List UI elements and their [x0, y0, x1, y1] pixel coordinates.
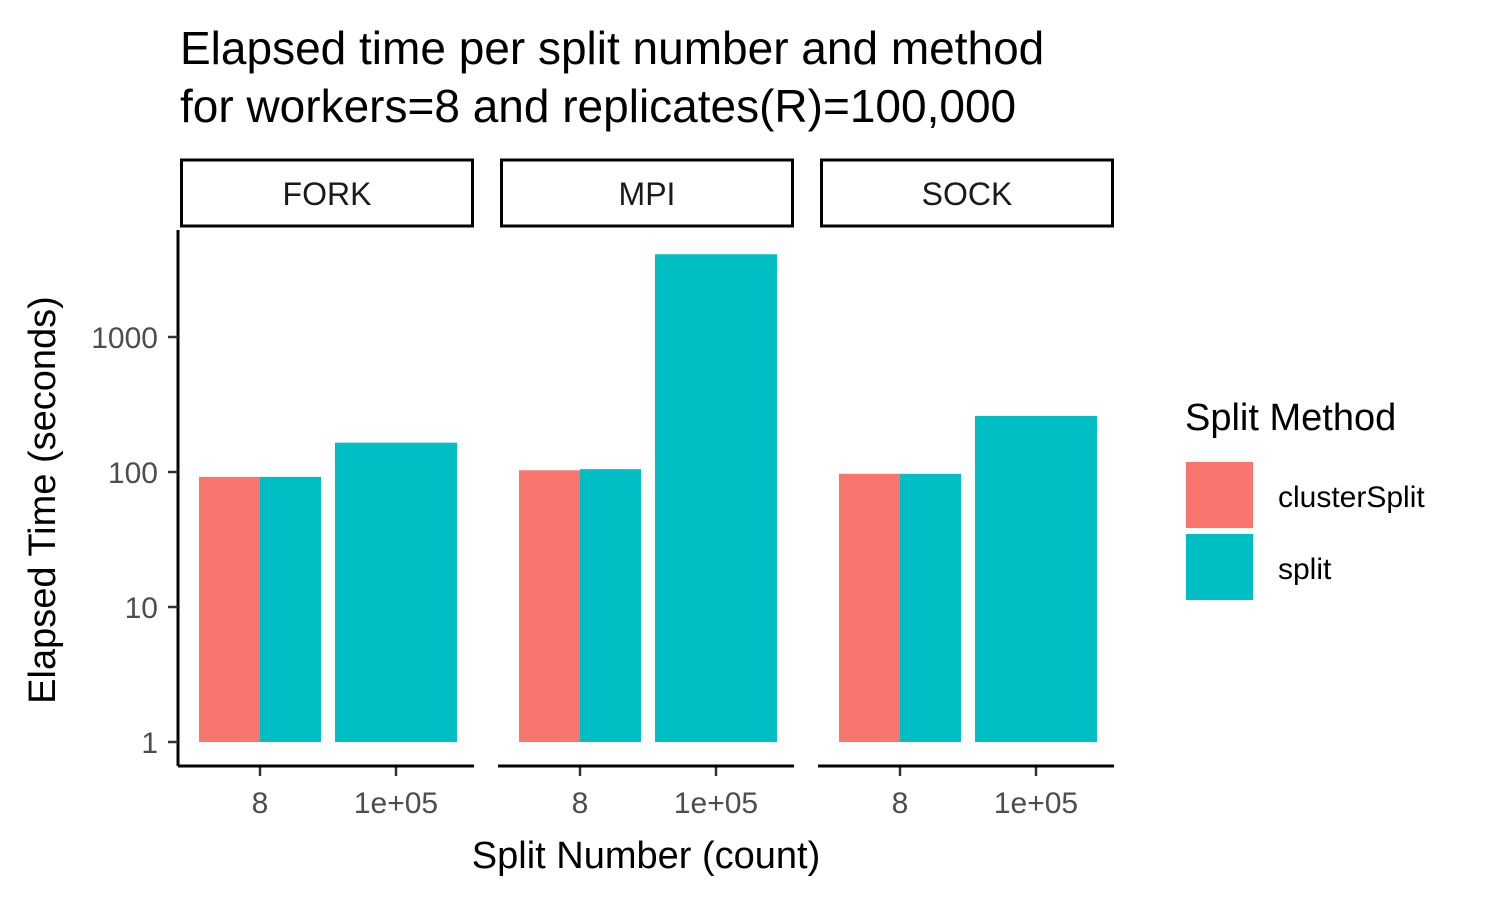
x-tick-label: 8 — [892, 787, 909, 820]
facet-fork: FORK 8 1e+05 — [178, 158, 474, 820]
facet-panels: FORK 8 1e+05 MPI 8 1e+05 SOCK 8 1e+05 — [178, 158, 1114, 820]
legend: Split Method clusterSplit split — [1185, 397, 1425, 600]
facet-strip — [500, 158, 794, 228]
bar-split — [580, 469, 641, 742]
bar-clustersplit — [839, 473, 900, 742]
legend-title: Split Method — [1185, 397, 1396, 439]
y-axis: 1 10 100 1000 — [91, 230, 180, 766]
x-tick-label: 8 — [572, 787, 589, 820]
bar-split — [260, 476, 321, 742]
x-tick-label: 1e+05 — [994, 787, 1078, 820]
x-tick-label: 8 — [252, 787, 269, 820]
bar-split — [900, 473, 961, 742]
bar-clustersplit — [199, 476, 260, 742]
legend-swatch-clustersplit — [1186, 462, 1253, 528]
legend-swatch-split — [1186, 534, 1253, 600]
y-axis-title: Elapsed Time (seconds) — [22, 296, 64, 704]
bar-split — [655, 254, 777, 743]
x-tick-label: 1e+05 — [674, 787, 758, 820]
facet-sock: SOCK 8 1e+05 — [818, 158, 1114, 820]
bar-split — [335, 442, 457, 742]
facet-strip-label: MPI — [619, 176, 676, 212]
y-tick-label: 1000 — [91, 322, 158, 355]
legend-label-clustersplit: clusterSplit — [1278, 481, 1425, 514]
chart-title-line-1: Elapsed time per split number and method — [180, 22, 1044, 74]
legend-label-split: split — [1278, 553, 1332, 586]
chart-title-line-2: for workers=8 and replicates(R)=100,000 — [180, 80, 1016, 132]
facet-strip-label: SOCK — [922, 176, 1013, 212]
facet-strip — [180, 158, 474, 228]
x-axis-title: Split Number (count) — [472, 835, 820, 877]
facet-strip — [820, 158, 1114, 228]
y-tick-label: 100 — [108, 457, 158, 490]
chart-title: Elapsed time per split number and method… — [180, 22, 1044, 132]
facet-strip-label: FORK — [283, 176, 372, 212]
bar-split — [975, 415, 1097, 742]
facet-mpi: MPI 8 1e+05 — [498, 158, 794, 820]
y-tick-label: 10 — [125, 592, 158, 625]
x-tick-label: 1e+05 — [354, 787, 438, 820]
y-tick-label: 1 — [141, 727, 158, 760]
bar-clustersplit — [519, 470, 580, 742]
